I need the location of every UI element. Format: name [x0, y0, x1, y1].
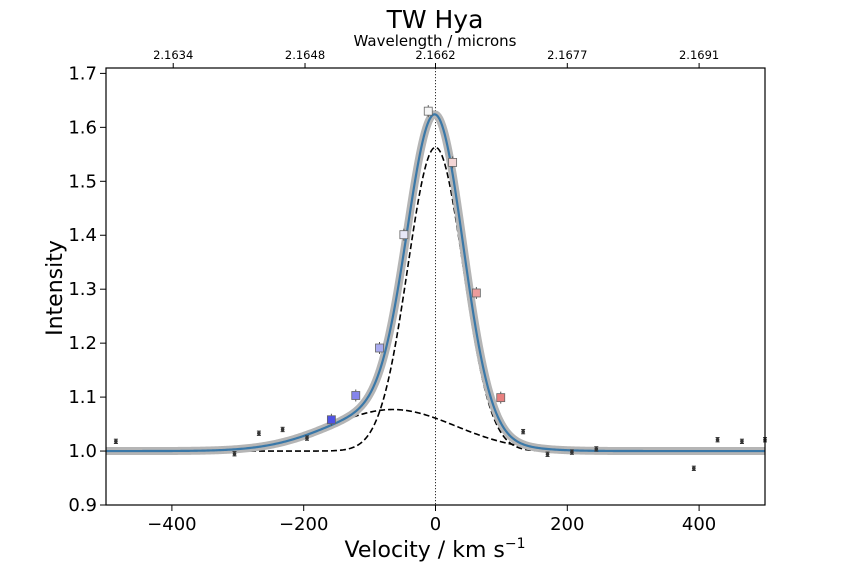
y-tick-label: 1.5	[68, 171, 97, 192]
y-tick-label: 1.2	[68, 333, 97, 354]
continuum-point	[521, 429, 525, 434]
y-axis-label: Intensity	[43, 240, 68, 336]
continuum-point	[594, 447, 599, 451]
line-profile-point	[471, 288, 481, 298]
line-profile-point	[375, 343, 384, 353]
top-tick-label: 2.1634	[153, 48, 193, 62]
top-axis-label: Wavelength / microns	[354, 32, 517, 50]
top-tick-label: 2.1648	[285, 48, 325, 62]
y-tick-label: 1.1	[68, 387, 97, 408]
y-tick-label: 1.0	[68, 441, 97, 462]
x-tick-label: −400	[147, 514, 196, 535]
continuum-point	[570, 450, 574, 454]
x-tick-label: 200	[550, 514, 584, 535]
x-axis-label-text: Velocity / km s	[345, 538, 505, 563]
y-tick-label: 0.9	[68, 495, 97, 516]
broad-component-curve	[106, 408, 765, 452]
continuum-point	[692, 466, 696, 471]
continuum-point	[257, 431, 261, 436]
line-profile-point	[448, 158, 458, 167]
continuum-point	[545, 452, 550, 457]
x-tick-label: −200	[279, 514, 328, 535]
continuum-point	[715, 437, 720, 442]
x-tick-label: 400	[682, 514, 716, 535]
model-curves	[106, 110, 765, 456]
x-tick-label: 0	[430, 514, 441, 535]
y-tick-label: 1.6	[68, 117, 97, 138]
y-tick-label: 1.7	[68, 63, 97, 84]
x-axis-label-exponent: −1	[505, 536, 526, 552]
plot-frame	[105, 67, 766, 506]
chart-title: TW Hya	[386, 5, 484, 34]
top-tick-label: 2.1677	[547, 48, 587, 62]
y-tick-label: 1.3	[68, 279, 97, 300]
continuum-point	[305, 436, 309, 440]
continuum-point	[232, 451, 237, 456]
continuum-point	[280, 427, 285, 432]
plot-area: −400 −200 0 200 400 0.9 1.0 1.1 1.2 1.3 1.4 1.5 1.6 1…	[68, 48, 767, 535]
continuum-point	[114, 439, 118, 444]
total-model-curve	[106, 113, 765, 453]
line-profile-point	[326, 415, 336, 425]
y-tick-label: 1.4	[68, 225, 97, 246]
top-tick-label: 2.1691	[679, 48, 719, 62]
x-axis-label: Velocity / km s−1	[345, 536, 526, 563]
top-tick-label: 2.1662	[415, 48, 455, 62]
line-profile-point	[399, 230, 409, 240]
line-profile-point	[496, 393, 506, 403]
line-profile-point	[351, 391, 361, 400]
continuum-point	[740, 439, 744, 444]
line-profile-point	[423, 106, 433, 116]
